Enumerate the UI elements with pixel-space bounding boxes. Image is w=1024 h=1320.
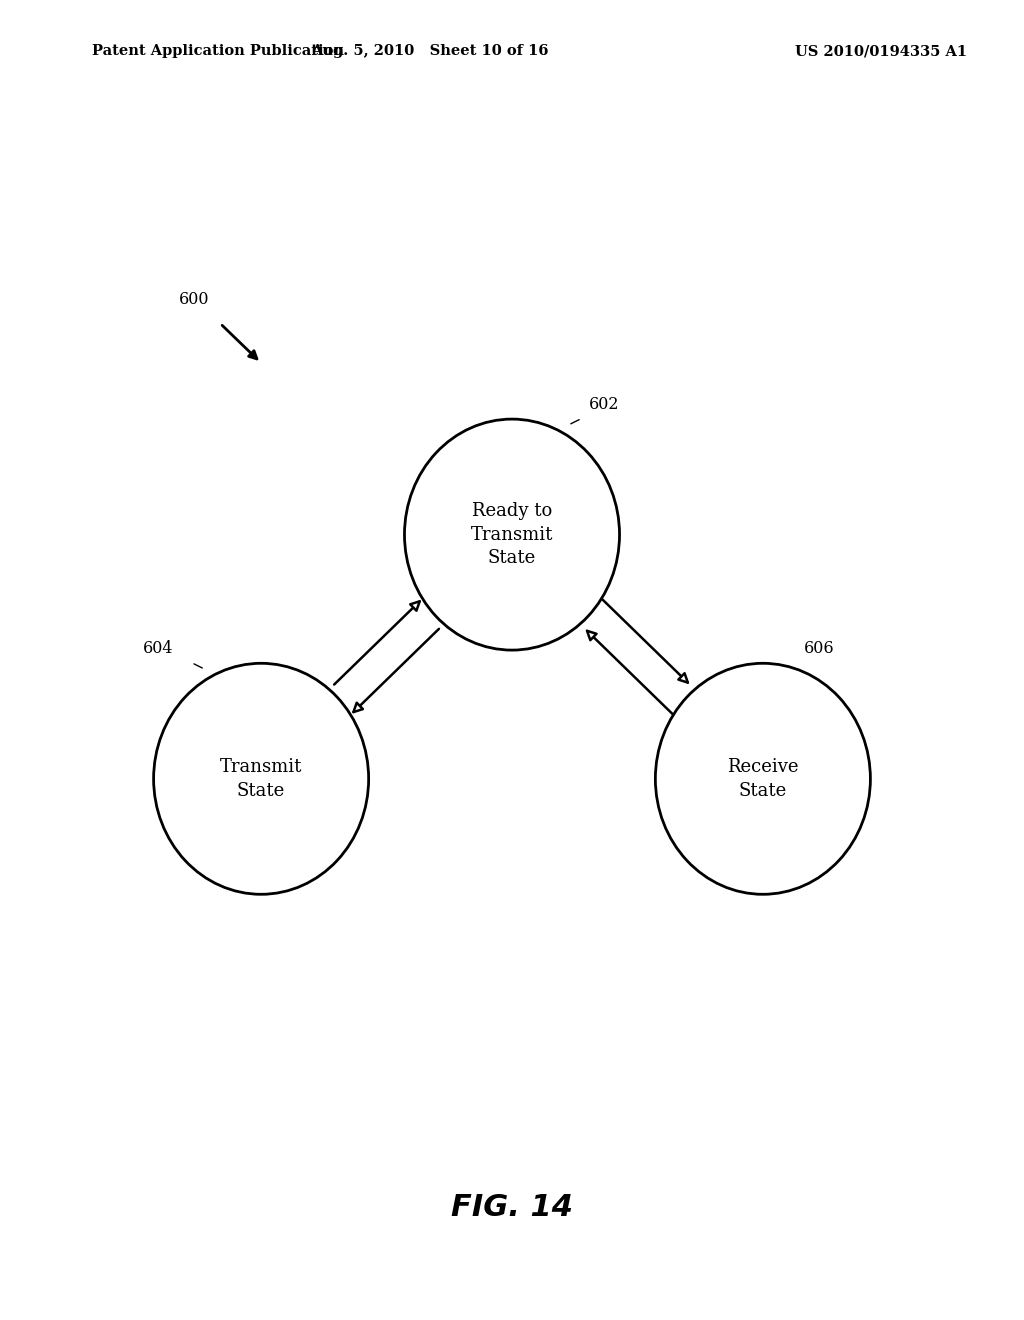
Text: 602: 602 (589, 396, 620, 413)
Text: Ready to
Transmit
State: Ready to Transmit State (471, 502, 553, 568)
Text: FIG. 14: FIG. 14 (451, 1193, 573, 1222)
Ellipse shape (404, 420, 620, 651)
Text: Patent Application Publication: Patent Application Publication (92, 45, 344, 58)
Text: Aug. 5, 2010   Sheet 10 of 16: Aug. 5, 2010 Sheet 10 of 16 (311, 45, 549, 58)
Text: US 2010/0194335 A1: US 2010/0194335 A1 (795, 45, 967, 58)
Text: 604: 604 (143, 640, 174, 657)
Text: Transmit
State: Transmit State (220, 758, 302, 800)
Ellipse shape (154, 664, 369, 895)
Ellipse shape (655, 664, 870, 895)
Text: Receive
State: Receive State (727, 758, 799, 800)
Text: 606: 606 (804, 640, 835, 657)
Text: 600: 600 (179, 290, 210, 308)
